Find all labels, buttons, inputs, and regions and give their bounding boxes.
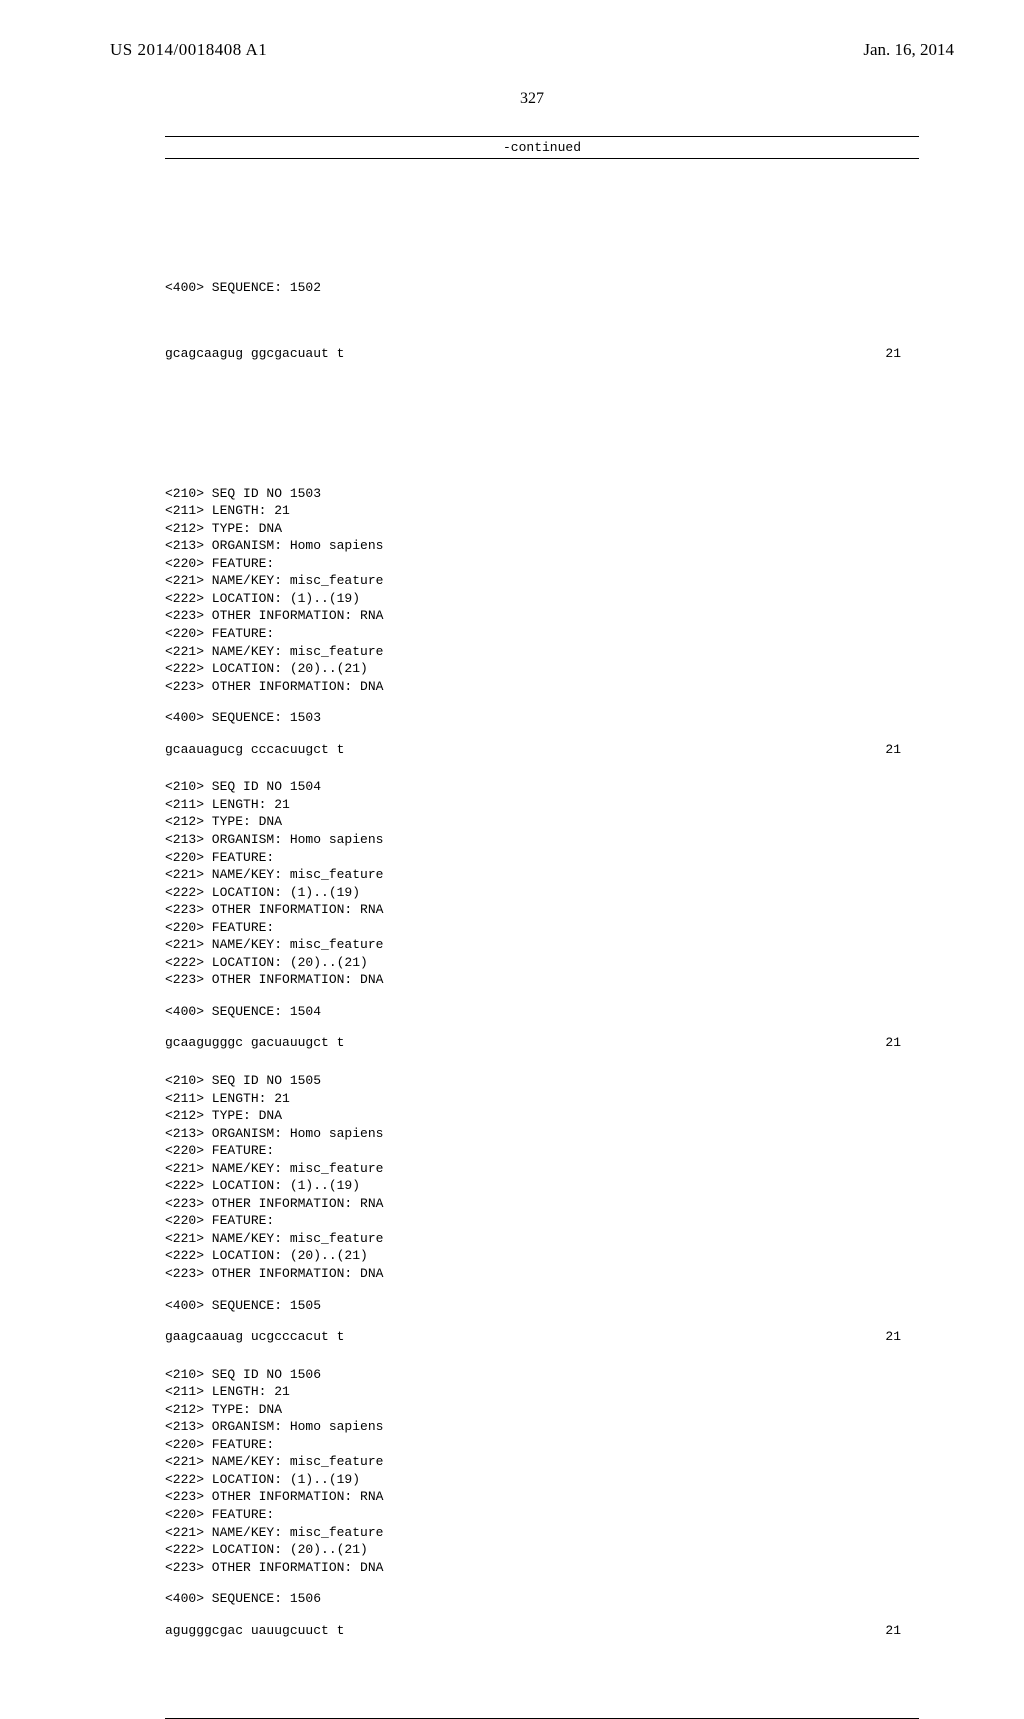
- seq-meta-line: <220> FEATURE:: [165, 849, 919, 867]
- seq-length: 21: [885, 1034, 919, 1052]
- seq-400-line: <400> SEQUENCE: 1504: [165, 1003, 919, 1021]
- seq-meta-line: <220> FEATURE:: [165, 625, 919, 643]
- seq-meta-line: <221> NAME/KEY: misc_feature: [165, 1160, 919, 1178]
- seq-meta-line: <213> ORGANISM: Homo sapiens: [165, 537, 919, 555]
- seq-meta-line: <220> FEATURE:: [165, 1212, 919, 1230]
- seq-meta-line: <212> TYPE: DNA: [165, 813, 919, 831]
- seq-meta-line: <220> FEATURE:: [165, 1506, 919, 1524]
- seq-meta-line: <211> LENGTH: 21: [165, 502, 919, 520]
- seq-length: 21: [885, 345, 919, 363]
- seq-meta-line: <212> TYPE: DNA: [165, 520, 919, 538]
- seq-meta-line: <223> OTHER INFORMATION: DNA: [165, 1265, 919, 1283]
- seq-meta-line: <223> OTHER INFORMATION: RNA: [165, 607, 919, 625]
- seq-length: 21: [885, 1328, 919, 1346]
- publication-date: Jan. 16, 2014: [863, 40, 954, 60]
- publication-number: US 2014/0018408 A1: [110, 40, 267, 60]
- seq-data-row: gcagcaagug ggcgacuaut t 21: [165, 345, 919, 363]
- seq-meta-line: <220> FEATURE:: [165, 919, 919, 937]
- seq-meta-line: <223> OTHER INFORMATION: DNA: [165, 1559, 919, 1577]
- seq-meta-line: <213> ORGANISM: Homo sapiens: [165, 831, 919, 849]
- seq-meta-line: <210> SEQ ID NO 1506: [165, 1366, 919, 1384]
- page-header: US 2014/0018408 A1 Jan. 16, 2014: [110, 40, 954, 60]
- seq-meta-line: <220> FEATURE:: [165, 1436, 919, 1454]
- page-number: 327: [110, 90, 954, 108]
- seq-meta-line: <222> LOCATION: (1)..(19): [165, 590, 919, 608]
- sequence-block: <210> SEQ ID NO 1503<211> LENGTH: 21<212…: [165, 485, 919, 759]
- seq-meta-line: <222> LOCATION: (20)..(21): [165, 1247, 919, 1265]
- seq-data-row: agugggcgac uauugcuuct t 21: [165, 1622, 919, 1640]
- seq-meta-line: <223> OTHER INFORMATION: RNA: [165, 1488, 919, 1506]
- seq-400-line: <400> SEQUENCE: 1506: [165, 1590, 919, 1608]
- seq-400-line: <400> SEQUENCE: 1502: [165, 279, 919, 297]
- sequence-block: <210> SEQ ID NO 1505<211> LENGTH: 21<212…: [165, 1072, 919, 1346]
- seq-meta-line: <222> LOCATION: (1)..(19): [165, 1177, 919, 1195]
- seq-letters: gcaagugggc gacuauugct t: [165, 1034, 344, 1052]
- seq-letters: agugggcgac uauugcuuct t: [165, 1622, 344, 1640]
- sequence-block: <210> SEQ ID NO 1504<211> LENGTH: 21<212…: [165, 778, 919, 1052]
- seq-meta-line: <221> NAME/KEY: misc_feature: [165, 1524, 919, 1542]
- seq-meta-line: <213> ORGANISM: Homo sapiens: [165, 1418, 919, 1436]
- seq-letters: gcaauagucg cccacuugct t: [165, 741, 344, 759]
- seq-meta-line: <222> LOCATION: (20)..(21): [165, 1541, 919, 1559]
- seq-meta-line: <211> LENGTH: 21: [165, 1090, 919, 1108]
- seq-meta-line: <223> OTHER INFORMATION: DNA: [165, 971, 919, 989]
- seq-400-line: <400> SEQUENCE: 1503: [165, 709, 919, 727]
- seq-length: 21: [885, 1622, 919, 1640]
- seq-meta-line: <211> LENGTH: 21: [165, 796, 919, 814]
- seq-meta-line: <221> NAME/KEY: misc_feature: [165, 1453, 919, 1471]
- continued-banner-wrap: -continued: [165, 136, 919, 159]
- seq-meta-line: <221> NAME/KEY: misc_feature: [165, 866, 919, 884]
- seq-meta-line: <221> NAME/KEY: misc_feature: [165, 1230, 919, 1248]
- seq-data-row: gcaauagucg cccacuugct t 21: [165, 741, 919, 759]
- seq-letters: gcagcaagug ggcgacuaut t: [165, 345, 344, 363]
- seq-meta-line: <212> TYPE: DNA: [165, 1401, 919, 1419]
- seq-meta-line: <222> LOCATION: (1)..(19): [165, 1471, 919, 1489]
- seq-meta-line: <210> SEQ ID NO 1503: [165, 485, 919, 503]
- seq-letters: gaagcaauag ucgcccacut t: [165, 1328, 344, 1346]
- seq-meta-line: <220> FEATURE:: [165, 1142, 919, 1160]
- seq-data-row: gcaagugggc gacuauugct t 21: [165, 1034, 919, 1052]
- seq-meta-line: <220> FEATURE:: [165, 555, 919, 573]
- seq-meta-line: <211> LENGTH: 21: [165, 1383, 919, 1401]
- seq-meta-line: <223> OTHER INFORMATION: RNA: [165, 901, 919, 919]
- seq-meta-line: <212> TYPE: DNA: [165, 1107, 919, 1125]
- continued-banner: -continued: [165, 136, 919, 159]
- seq-meta-line: <223> OTHER INFORMATION: DNA: [165, 678, 919, 696]
- seq-400-line: <400> SEQUENCE: 1505: [165, 1297, 919, 1315]
- seq-meta-line: <221> NAME/KEY: misc_feature: [165, 572, 919, 590]
- sequence-listing: <400> SEQUENCE: 1502 gcagcaagug ggcgacua…: [165, 177, 919, 1712]
- seq-meta-line: <223> OTHER INFORMATION: RNA: [165, 1195, 919, 1213]
- patent-page: US 2014/0018408 A1 Jan. 16, 2014 327 -co…: [0, 0, 1024, 1320]
- seq-meta-line: <210> SEQ ID NO 1505: [165, 1072, 919, 1090]
- seq-meta-line: <213> ORGANISM: Homo sapiens: [165, 1125, 919, 1143]
- seq-meta-line: <222> LOCATION: (1)..(19): [165, 884, 919, 902]
- seq-data-row: gaagcaauag ucgcccacut t 21: [165, 1328, 919, 1346]
- seq-meta-line: <221> NAME/KEY: misc_feature: [165, 936, 919, 954]
- sequence-block: <210> SEQ ID NO 1506<211> LENGTH: 21<212…: [165, 1366, 919, 1640]
- seq-length: 21: [885, 741, 919, 759]
- seq-meta-line: <221> NAME/KEY: misc_feature: [165, 643, 919, 661]
- seq-meta-line: <222> LOCATION: (20)..(21): [165, 660, 919, 678]
- seq-meta-line: <222> LOCATION: (20)..(21): [165, 954, 919, 972]
- seq-meta-line: <210> SEQ ID NO 1504: [165, 778, 919, 796]
- sequence-block-starter: <400> SEQUENCE: 1502 gcagcaagug ggcgacua…: [165, 230, 919, 412]
